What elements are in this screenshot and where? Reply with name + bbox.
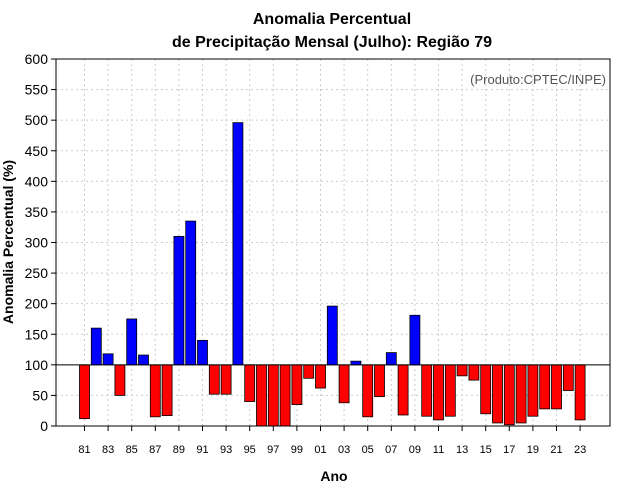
bar-19 <box>527 364 539 417</box>
bar-04 <box>350 360 362 366</box>
bar-10 <box>421 364 433 417</box>
x-tick-label: 09 <box>409 444 421 456</box>
bar-23 <box>574 364 586 421</box>
x-tick-label: 21 <box>550 444 562 456</box>
bar-84 <box>114 364 126 396</box>
y-tick-label: 350 <box>25 204 49 220</box>
x-tick-label: 81 <box>78 444 90 456</box>
bar-21 <box>551 364 562 410</box>
y-tick-label: 450 <box>25 143 49 159</box>
bar-92 <box>208 364 220 395</box>
bar-03 <box>338 364 350 404</box>
grid-lines <box>56 58 610 427</box>
y-tick-label: 150 <box>25 326 49 342</box>
x-tick-label: 85 <box>126 444 138 456</box>
x-tick-label: 05 <box>362 444 374 456</box>
x-tick-label: 99 <box>291 444 303 456</box>
x-tick-label: 03 <box>338 444 350 456</box>
x-axis-label: Ano <box>320 468 347 484</box>
y-tick-label: 300 <box>25 235 49 251</box>
bar-89 <box>173 235 185 366</box>
y-tick-label: 500 <box>25 112 49 128</box>
x-tick-label: 83 <box>102 444 114 456</box>
bar-94 <box>232 122 244 366</box>
y-tick-label: 250 <box>25 265 49 281</box>
bar-18 <box>515 364 527 424</box>
chart-title-line2: de Precipitação Mensal (Julho): Região 7… <box>172 34 492 51</box>
bar-95 <box>244 364 256 402</box>
bar-86 <box>138 354 149 366</box>
bar-08 <box>397 364 409 416</box>
x-tick-label: 01 <box>314 444 326 456</box>
bar-97 <box>267 364 279 427</box>
x-tick-label: 19 <box>527 444 539 456</box>
bar-99 <box>291 364 303 405</box>
bar-87 <box>149 364 161 418</box>
x-tick-label: 89 <box>173 444 185 456</box>
y-tick-label: 0 <box>40 418 48 434</box>
bar-05 <box>362 364 374 418</box>
credit-text: (Produto:CPTEC/INPE) <box>470 72 606 87</box>
bars <box>79 122 586 427</box>
x-tick-label: 15 <box>480 444 492 456</box>
x-tick-label: 93 <box>220 444 232 456</box>
bar-85 <box>126 318 138 366</box>
y-tick-label: 600 <box>25 51 49 67</box>
bar-16 <box>492 364 503 424</box>
bar-22 <box>562 364 574 391</box>
bar-17 <box>503 364 515 426</box>
bar-02 <box>326 305 338 366</box>
chart-title-line1: Anomalia Percentual <box>253 11 411 28</box>
bar-12 <box>444 364 456 417</box>
bar-09 <box>409 314 421 366</box>
bar-88 <box>161 364 173 417</box>
bar-81 <box>79 364 90 420</box>
bar-96 <box>256 364 267 427</box>
x-tick-label: 87 <box>149 444 161 456</box>
bar-14 <box>468 364 480 381</box>
y-tick-label: 550 <box>25 82 49 98</box>
bar-98 <box>279 364 291 427</box>
bar-90 <box>185 220 197 366</box>
y-axis-label: Anomalia Percentual (%) <box>0 160 16 324</box>
x-tick-label: 07 <box>385 444 397 456</box>
y-tick-label: 200 <box>25 296 49 312</box>
bar-83 <box>102 353 114 366</box>
x-tick-label: 95 <box>244 444 256 456</box>
y-tick-label: 400 <box>25 173 49 189</box>
bar-93 <box>220 364 232 395</box>
bar-91 <box>197 339 208 366</box>
x-tick-label: 97 <box>267 444 279 456</box>
x-tick-label: 13 <box>456 444 468 456</box>
y-axis: 0 50 100 150 200 250 300 350 400 450 500 550 600 <box>25 51 56 434</box>
bar-13 <box>456 364 468 377</box>
bar-20 <box>539 364 551 410</box>
x-tick-label: 91 <box>196 444 208 456</box>
x-tick-label: 23 <box>574 444 586 456</box>
bar-15 <box>480 364 492 415</box>
bar-01 <box>315 364 326 389</box>
x-axis: 81 83 85 87 89 91 93 95 97 99 01 03 05 07 09 11 13 15 17 19… <box>78 426 586 456</box>
bar-00 <box>303 364 315 379</box>
bar-82 <box>90 327 102 366</box>
bar-11 <box>433 364 444 421</box>
bar-06 <box>374 364 385 398</box>
x-tick-label: 17 <box>503 444 515 456</box>
bar-07 <box>385 352 397 366</box>
y-tick-label: 50 <box>32 387 48 403</box>
y-tick-label: 100 <box>25 357 49 373</box>
x-tick-label: 11 <box>433 444 444 456</box>
